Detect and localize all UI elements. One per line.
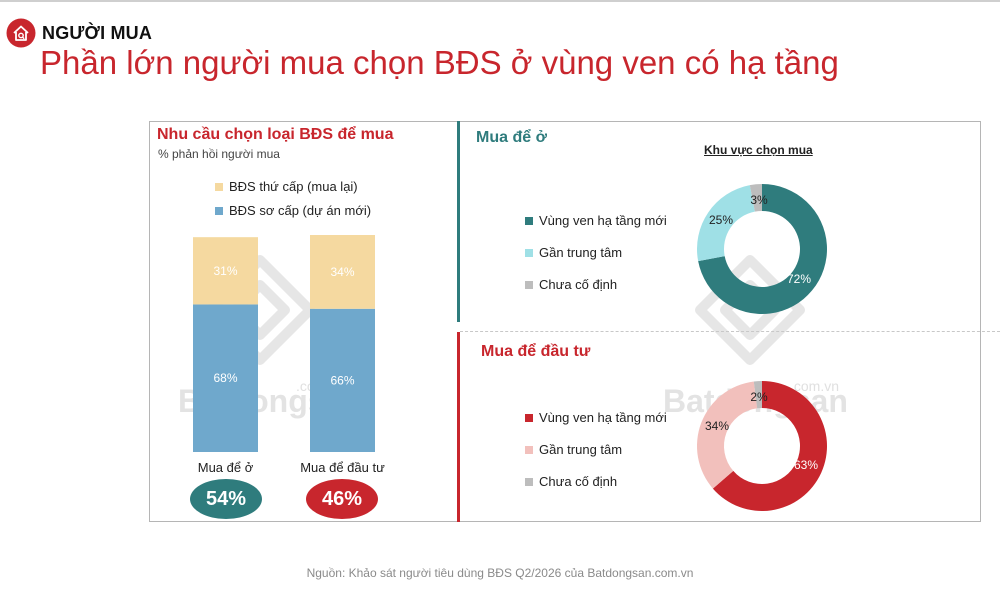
donut-data-label: 34% (705, 419, 729, 433)
donut-slice (698, 184, 827, 314)
source-note: Nguồn: Khảo sát người tiêu dùng BĐS Q2/2… (306, 566, 694, 580)
legend-label: Chưa cố định (539, 277, 618, 292)
donut-slice (712, 381, 827, 511)
donut-slice (753, 381, 762, 409)
legend-swatch (525, 280, 533, 289)
bar-chart-title: Nhu cầu chọn loại BĐS để mua (157, 126, 394, 143)
watermark-domain-right: .com.vn (790, 378, 840, 394)
bar-segment (193, 304, 258, 452)
bar-chart-subtitle: % phản hồi người mua (158, 147, 280, 161)
donut-slice (749, 184, 762, 212)
share-badge-invest: 46% (306, 479, 378, 519)
donut-slice (697, 185, 755, 262)
donut-top-subtitle: Khu vực chọn mua (704, 143, 813, 157)
legend-swatch (525, 216, 533, 225)
donut-bottom-legend-0: Vùng ven hạ tầng mới (525, 410, 667, 425)
bar-legend-secondary: BĐS thứ cấp (mua lại) (215, 179, 358, 194)
bar-segment (310, 235, 375, 309)
donut-top-legend-1: Gần trung tâm (525, 245, 622, 260)
legend-label: Gần trung tâm (539, 442, 623, 457)
brand-name: NGƯỜI MUA (42, 22, 153, 43)
donut-bottom-title: Mua để đầu tư (481, 343, 591, 360)
bar-data-label: 34% (330, 265, 354, 279)
legend-swatch (215, 206, 223, 215)
donut-data-label: 72% (787, 272, 811, 286)
donut-data-label: 25% (709, 213, 733, 227)
donut-data-label: 2% (750, 390, 768, 404)
category-label: Mua để đầu tư (300, 460, 385, 475)
chart-frame (149, 121, 981, 522)
donut-bottom-legend-1: Gần trung tâm (525, 442, 622, 457)
legend-label: Vùng ven hạ tầng mới (539, 410, 667, 425)
legend-label: BĐS sơ cấp (dự án mới) (229, 203, 372, 218)
house-icon (6, 18, 36, 48)
section-divider (460, 331, 1000, 332)
stacked-bar-chart: 68% 31% Mua để ở 66% 34% Mua để đầu tư (193, 235, 385, 475)
legend-label: BĐS thứ cấp (mua lại) (229, 179, 358, 194)
divider-teal (457, 121, 460, 322)
category-label: Mua để ở (198, 460, 254, 475)
bar-segment (193, 237, 258, 305)
bar-segment (310, 308, 375, 452)
legend-swatch (525, 413, 533, 422)
legend-label: Gần trung tâm (539, 245, 623, 260)
divider-red (457, 332, 460, 522)
share-badge-live: 54% (190, 479, 262, 519)
legend-swatch (525, 445, 533, 454)
donut-slice (697, 381, 758, 489)
donut-top-legend-2: Chưa cố định (525, 277, 617, 292)
legend-swatch (525, 248, 533, 257)
donut-data-label: 3% (750, 193, 768, 207)
donut-top-title: Mua để ở (476, 129, 547, 146)
bar-data-label: 68% (213, 371, 237, 385)
legend-label: Chưa cố định (539, 474, 618, 489)
brand: NGƯỜI MUA (6, 18, 152, 48)
donut-top-legend-0: Vùng ven hạ tầng mới (525, 213, 667, 228)
legend-swatch (525, 477, 533, 486)
top-rule (0, 0, 1000, 2)
legend-label: Vùng ven hạ tầng mới (539, 213, 667, 228)
legend-swatch (215, 182, 223, 191)
bar-data-label: 66% (330, 373, 354, 387)
bar-legend-primary: BĐS sơ cấp (dự án mới) (215, 203, 371, 218)
donut-bottom-legend-2: Chưa cố định (525, 474, 617, 489)
page-title: Phần lớn người mua chọn BĐS ở vùng ven c… (40, 44, 839, 81)
bar-data-label: 31% (213, 264, 237, 278)
donut-data-label: 63% (794, 458, 818, 472)
